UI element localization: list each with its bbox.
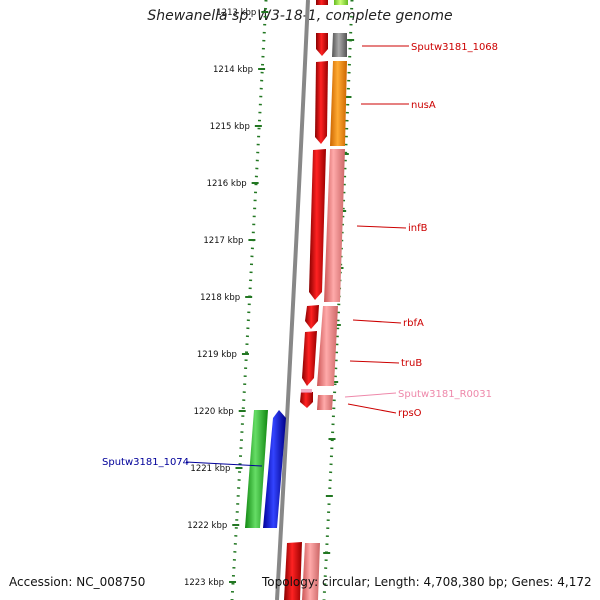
tick-label: 1217 kbp [203,236,243,246]
cds-block-pink-rpsO[interactable] [317,395,333,410]
tick-label: 1219 kbp [197,350,237,360]
cds-block-pink-rbfA-truB[interactable] [317,306,338,386]
topology-info-text: Topology: circular; Length: 4,708,380 bp… [262,575,592,589]
forward-strand-genes [284,0,328,600]
gene-arrow-sputw3181-1074[interactable] [263,410,286,528]
label-leaders [185,45,409,467]
gene-arrow-infB[interactable] [309,149,326,300]
cds-features [301,0,348,600]
gene-label-sputw3181-1068[interactable]: Sputw3181_1068 [411,42,498,53]
gene-arrow-truB[interactable] [302,331,317,386]
gene-arrow-nusA[interactable] [315,61,328,144]
gene-label-sputw3181-1074[interactable]: Sputw3181_1074 [102,457,189,468]
gene-arrow-rpsO[interactable] [300,392,313,408]
gene-arrow-rbfA[interactable] [305,305,319,329]
gene-label-rbfA[interactable]: rbfA [403,318,424,329]
tick-label: 1216 kbp [207,179,247,189]
cds-block-pink-bottom[interactable] [302,543,320,600]
gene-label-truB[interactable]: truB [401,358,422,369]
gene-arrow-partial-bottom[interactable] [284,542,302,600]
gene-arrow-partial-top[interactable] [316,0,328,5]
gene-label-rpsO[interactable]: rpsO [398,408,422,419]
cds-block-green[interactable] [245,410,268,528]
accession-text: Accession: NC_008750 [9,575,146,589]
gene-label-infB[interactable]: infB [408,223,428,234]
tick-label: 1213 kbp [216,8,256,18]
gene-labels: Sputw3181_1068 nusA infB rbfA truB Sputw… [102,42,498,468]
tick-label: 1221 kbp [190,464,230,474]
tick-label: 1215 kbp [210,122,250,132]
cds-block-pink-infB[interactable] [324,149,345,302]
cds-block-orange[interactable] [330,61,347,146]
cds-block-lime[interactable] [334,0,348,5]
gene-arrow-sputw3181-1068[interactable] [316,33,328,56]
tick-label: 1218 kbp [200,293,240,303]
reverse-strand-genes [245,410,286,528]
gene-label-sputw3181-r0031[interactable]: Sputw3181_R0031 [398,389,492,400]
tick-label: 1222 kbp [187,521,227,531]
tick-label: 1220 kbp [194,407,234,417]
tick-label: 1214 kbp [213,65,253,75]
rrna-marker[interactable] [301,389,312,393]
cds-block-gray[interactable] [332,33,347,57]
genome-backbone [275,0,310,600]
gene-label-nusA[interactable]: nusA [411,100,436,111]
map-title: Shewanella sp. W3-18-1, complete genome [147,8,453,24]
tick-label: 1223 kbp [184,578,224,588]
